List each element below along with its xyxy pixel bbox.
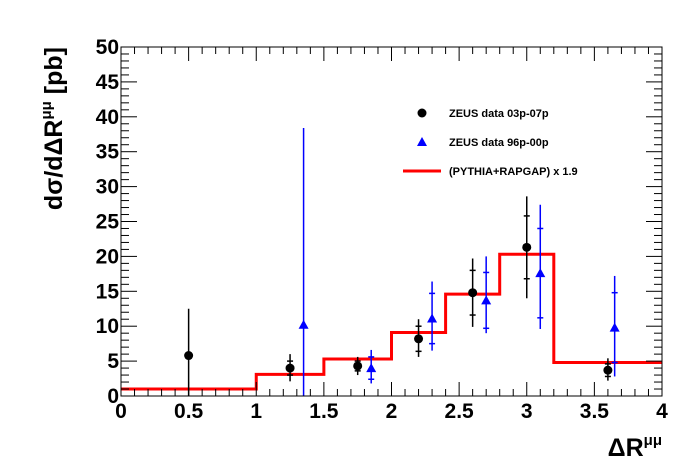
axis-ticks bbox=[120, 46, 663, 397]
data-point-triangle bbox=[298, 319, 309, 329]
plot-marks bbox=[121, 127, 662, 396]
x-tick-label: 4 bbox=[656, 400, 668, 423]
y-tick-label: 15 bbox=[96, 280, 120, 303]
x-tick-label: 2 bbox=[386, 400, 398, 423]
y-axis-title: dσ/dΔRμμ [pb] bbox=[38, 47, 68, 210]
data-point-triangle bbox=[481, 295, 492, 305]
y-axis-title-suffix: [pb] bbox=[40, 47, 68, 101]
x-tick-label: 2.5 bbox=[445, 400, 475, 423]
data-point-circle bbox=[603, 365, 613, 375]
data-point-circle bbox=[522, 242, 532, 252]
y-axis-title-sup: μμ bbox=[38, 101, 55, 119]
legend-label-pythia-rapgap: (PYTHIA+RAPGAP) x 1.9 bbox=[449, 166, 578, 178]
x-tick-label: 3 bbox=[521, 400, 533, 423]
legend-marker-zeus-96p-00p bbox=[417, 137, 427, 146]
x-tick-label: 1 bbox=[250, 400, 262, 423]
x-axis-title-sup: μμ bbox=[644, 432, 662, 449]
legend: ZEUS data 03p-07p ZEUS data 96p-00p (PYT… bbox=[403, 108, 578, 178]
legend-marker-zeus-03p-07p bbox=[417, 108, 427, 118]
data-point-circle bbox=[468, 288, 478, 298]
legend-label-zeus-96p-00p: ZEUS data 96p-00p bbox=[449, 137, 549, 149]
mc-step-line bbox=[121, 252, 662, 391]
y-tick-label: 35 bbox=[96, 141, 120, 164]
x-tick-label: 0.5 bbox=[174, 400, 204, 423]
data-point-circle bbox=[285, 363, 295, 373]
legend-label-zeus-03p-07p: ZEUS data 03p-07p bbox=[449, 108, 549, 120]
data-point-circle bbox=[353, 361, 363, 371]
data-point-circle bbox=[414, 334, 424, 344]
y-tick-label: 5 bbox=[107, 350, 119, 373]
x-axis-title-main: ΔR bbox=[608, 434, 644, 462]
y-tick-label: 10 bbox=[96, 315, 119, 338]
data-point-triangle bbox=[427, 313, 438, 323]
y-tick-label: 50 bbox=[96, 36, 119, 59]
x-tick-label: 0 bbox=[115, 400, 127, 423]
data-point-triangle bbox=[366, 363, 377, 373]
x-axis-title: ΔRμμ bbox=[608, 432, 662, 462]
y-tick-label: 20 bbox=[96, 245, 119, 268]
x-tick-label: 1.5 bbox=[309, 400, 339, 423]
y-tick-label: 0 bbox=[107, 385, 119, 408]
y-tick-label: 30 bbox=[96, 176, 119, 199]
data-point-triangle bbox=[535, 268, 546, 278]
y-tick-label: 45 bbox=[96, 71, 120, 94]
y-axis-title-prefix: dσ/dΔR bbox=[40, 120, 68, 211]
data-point-triangle bbox=[609, 322, 620, 332]
y-tick-label: 25 bbox=[96, 211, 120, 234]
data-point-circle bbox=[184, 351, 194, 361]
x-tick-label: 3.5 bbox=[580, 400, 610, 423]
y-tick-label: 40 bbox=[96, 106, 119, 129]
